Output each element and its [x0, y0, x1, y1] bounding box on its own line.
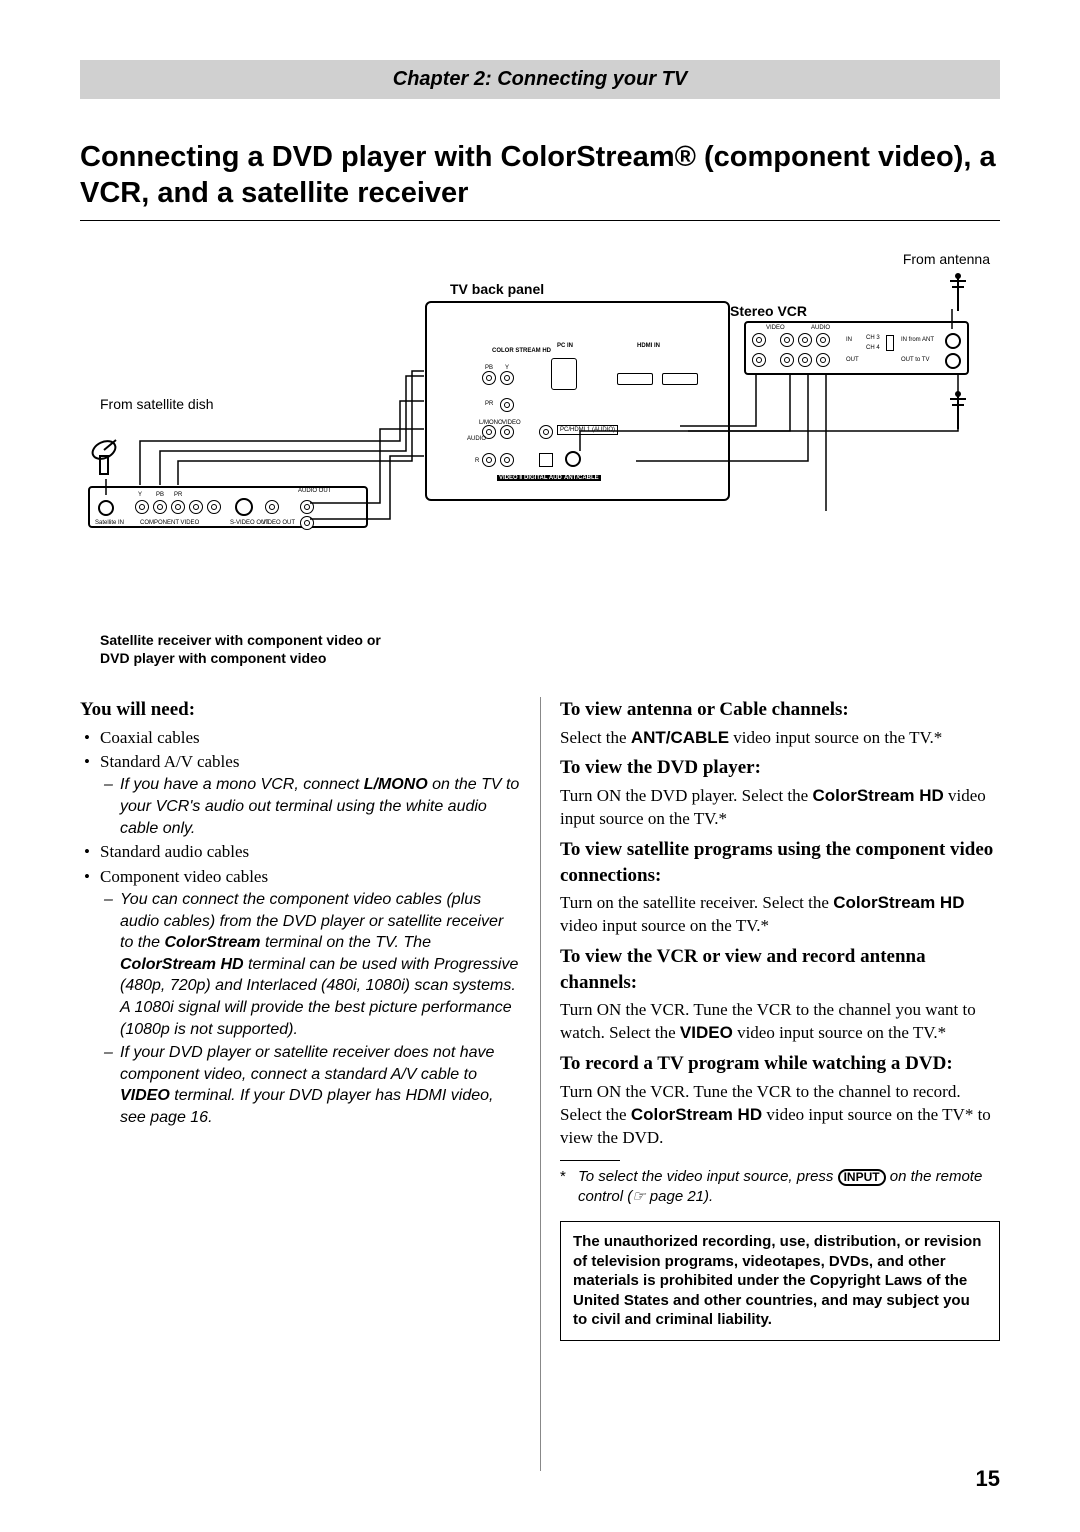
right-column: To view antenna or Cable channels: Selec…: [560, 697, 1000, 1341]
page-number: 15: [976, 1466, 1000, 1492]
caption-line-2: DVD player with component video: [100, 650, 326, 666]
h-vcr: To view the VCR or view and record anten…: [560, 944, 1000, 995]
p-satellite: Turn on the satellite receiver. Select t…: [560, 892, 1000, 938]
caption-line-1: Satellite receiver with component video …: [100, 632, 381, 648]
diagram-caption: Satellite receiver with component video …: [80, 631, 1000, 667]
copyright-notice: The unauthorized recording, use, distrib…: [560, 1221, 1000, 1341]
h-dvd: To view the DVD player:: [560, 755, 1000, 781]
cables: [80, 251, 1000, 621]
you-will-need-heading: You will need:: [80, 697, 520, 723]
footnote-rule: [560, 1160, 620, 1161]
column-divider: [540, 697, 541, 1471]
h-record: To record a TV program while watching a …: [560, 1051, 1000, 1077]
h-satellite: To view satellite programs using the com…: [560, 837, 1000, 888]
h-antenna: To view antenna or Cable channels:: [560, 697, 1000, 723]
component-note-1: You can connect the component video cabl…: [100, 889, 520, 1040]
need-coaxial: Coaxial cables: [80, 727, 520, 750]
page-title: Connecting a DVD player with ColorStream…: [80, 139, 1000, 212]
footnote: * To select the video input source, pres…: [560, 1167, 1000, 1208]
component-note-2: If your DVD player or satellite receiver…: [100, 1042, 520, 1128]
p-antenna: Select the ANT/CABLE video input source …: [560, 727, 1000, 750]
left-column: You will need: Coaxial cables Standard A…: [80, 697, 520, 1341]
need-av-cables: Standard A/V cables If you have a mono V…: [80, 751, 520, 839]
p-dvd: Turn ON the DVD player. Select the Color…: [560, 785, 1000, 831]
connection-diagram: From antenna TV back panel Stereo VCR Fr…: [80, 251, 1000, 621]
p-record: Turn ON the VCR. Tune the VCR to the cha…: [560, 1081, 1000, 1150]
chapter-header: Chapter 2: Connecting your TV: [80, 60, 1000, 99]
av-note: If you have a mono VCR, connect L/MONO o…: [100, 774, 520, 839]
p-vcr: Turn ON the VCR. Tune the VCR to the cha…: [560, 999, 1000, 1045]
title-rule: [80, 220, 1000, 221]
need-component-cables: Component video cables You can connect t…: [80, 866, 520, 1128]
need-audio-cables: Standard audio cables: [80, 841, 520, 864]
input-button-icon: INPUT: [838, 1169, 886, 1186]
